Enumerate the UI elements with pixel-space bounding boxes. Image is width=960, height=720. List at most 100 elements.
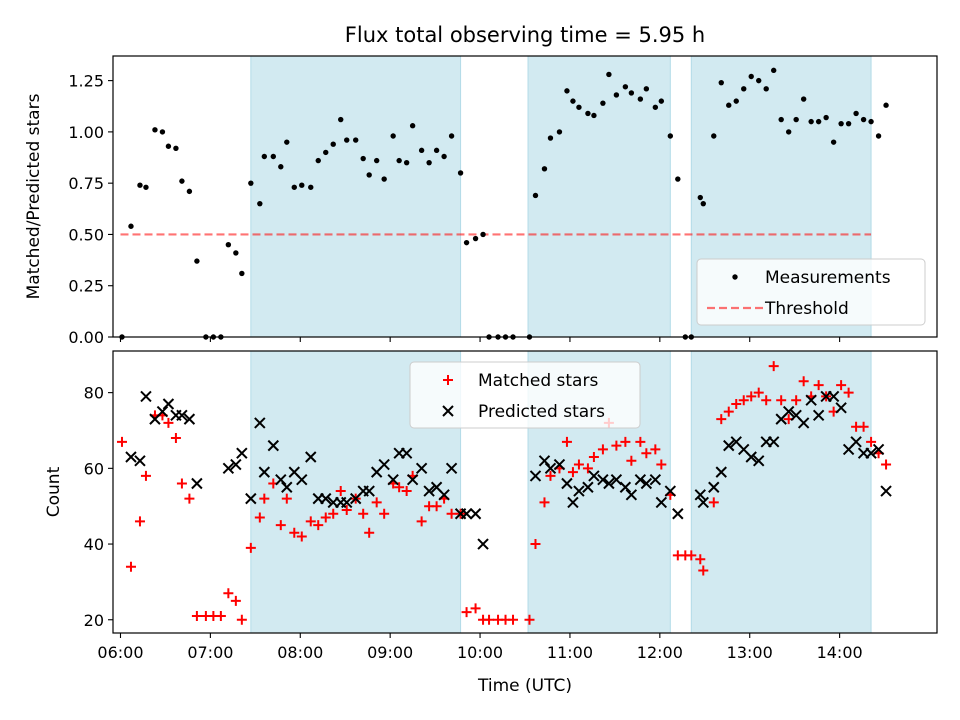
matched-point xyxy=(723,406,734,417)
matched-point xyxy=(753,387,764,398)
matched-point xyxy=(761,395,772,406)
predicted-point xyxy=(341,496,353,509)
y-tick-label: 80 xyxy=(84,384,104,403)
measurement-point xyxy=(403,159,410,166)
measurement-point xyxy=(564,88,570,94)
predicted-point xyxy=(406,473,419,486)
matched-point xyxy=(401,486,412,497)
predicted-point xyxy=(445,462,458,475)
matched-point xyxy=(597,444,608,455)
predicted-point xyxy=(805,394,817,406)
predicted-point xyxy=(460,508,473,520)
matched-point xyxy=(881,459,892,470)
predicted-point xyxy=(281,481,293,493)
measurement-point xyxy=(868,118,874,125)
measurement-point xyxy=(541,166,548,172)
matched-point xyxy=(539,497,550,508)
matched-point xyxy=(791,395,802,406)
measurement-point xyxy=(815,118,822,125)
y-tick-label: 40 xyxy=(84,535,104,554)
matched-point xyxy=(358,508,369,519)
x-tick-label: 13:00 xyxy=(727,643,773,662)
predicted-point xyxy=(544,462,557,475)
measurement-point xyxy=(409,123,416,129)
measurement-point xyxy=(823,114,829,121)
matched-point xyxy=(524,614,535,625)
matched-point xyxy=(461,607,472,618)
measurement-point xyxy=(875,133,882,139)
matched-point xyxy=(626,455,637,466)
legend-handle-measurements xyxy=(732,274,738,280)
measurement-point xyxy=(366,172,372,178)
measurement-point xyxy=(284,139,290,145)
measurement-point xyxy=(463,239,470,246)
predicted-point xyxy=(573,485,585,497)
measurement-point xyxy=(748,73,754,80)
measurement-point xyxy=(323,149,329,156)
matched-point xyxy=(836,380,847,391)
measurement-point xyxy=(186,188,193,195)
measurement-point xyxy=(278,164,284,170)
y-tick-label: 0.25 xyxy=(68,277,104,296)
measurement-point xyxy=(853,110,859,117)
predicted-point xyxy=(610,473,623,486)
matched-point xyxy=(698,565,709,576)
predicted-point xyxy=(222,462,235,475)
measurement-point xyxy=(418,147,425,154)
measurement-point xyxy=(711,133,717,139)
y-tick-label: 1.25 xyxy=(68,72,104,91)
predicted-point xyxy=(134,455,146,467)
measurement-point xyxy=(480,231,486,238)
matched-point xyxy=(716,414,727,425)
measurement-point xyxy=(643,86,650,92)
matched-point xyxy=(364,527,375,538)
measurement-point xyxy=(152,127,158,133)
predicted-point xyxy=(619,481,632,493)
matched-point xyxy=(176,478,187,489)
predicted-point xyxy=(649,473,662,486)
axes-frame xyxy=(112,55,938,338)
matched-point xyxy=(776,395,787,406)
matched-point xyxy=(215,610,226,621)
predicted-point xyxy=(697,496,709,509)
predicted-point xyxy=(640,477,653,490)
matched-point xyxy=(768,361,779,372)
predicted-point xyxy=(872,443,885,456)
measurement-point xyxy=(741,86,747,92)
x-tick-label: 06:00 xyxy=(97,643,143,662)
predicted-point xyxy=(634,473,647,486)
legend-box xyxy=(409,361,641,429)
matched-point xyxy=(289,527,300,538)
matched-point xyxy=(446,508,457,519)
measurement-point xyxy=(338,116,344,123)
measurement-point xyxy=(700,200,706,207)
predicted-point xyxy=(400,447,413,459)
predicted-point xyxy=(363,485,375,497)
matched-point xyxy=(708,497,719,508)
axes-frame xyxy=(112,350,938,634)
matched-point xyxy=(641,448,652,459)
legend-label: Matched stars xyxy=(478,371,598,391)
matched-point xyxy=(567,467,578,478)
predicted-point xyxy=(880,485,892,497)
legend-handle-predicted xyxy=(442,405,454,417)
matched-point xyxy=(650,444,661,455)
measurement-point xyxy=(381,176,387,182)
measurement-point xyxy=(373,157,380,164)
measurement-point xyxy=(800,96,807,102)
matched-point xyxy=(416,516,427,527)
predicted-point xyxy=(567,496,579,509)
y-tick-label: 20 xyxy=(84,611,104,630)
predicted-point xyxy=(305,451,317,463)
y-tick-label: 0.00 xyxy=(68,328,104,347)
matched-point xyxy=(866,436,877,447)
measurement-point xyxy=(360,155,366,162)
matched-point xyxy=(236,614,247,625)
predicted-point xyxy=(723,439,735,452)
matched-point xyxy=(431,501,442,512)
measurement-point xyxy=(628,90,635,96)
measurement-point xyxy=(291,184,297,190)
predicted-point xyxy=(176,409,188,422)
predicted-point xyxy=(835,402,847,414)
matched-point xyxy=(140,470,151,481)
